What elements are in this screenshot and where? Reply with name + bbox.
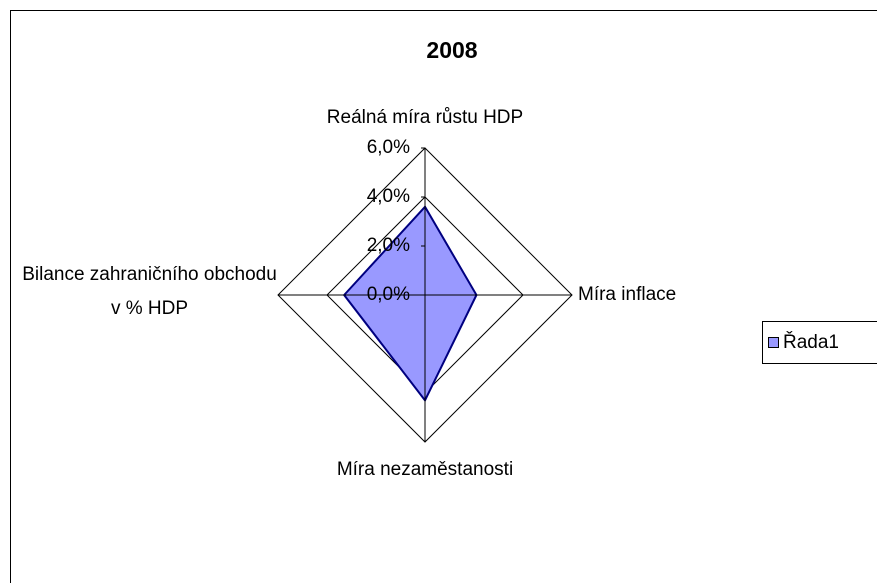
category-label: Míra inflace xyxy=(578,284,676,305)
legend-swatch xyxy=(768,337,779,348)
y-tick-label: 4,0% xyxy=(367,186,410,207)
y-tick-label: 6,0% xyxy=(367,137,410,158)
category-label: Míra nezaměstanosti xyxy=(337,459,513,480)
y-tick-label: 0,0% xyxy=(367,284,410,305)
category-label: Bilance zahraničního obchodu v % HDP xyxy=(22,264,277,319)
chart-title: 2008 xyxy=(426,37,477,63)
legend-label: Řada1 xyxy=(783,331,839,353)
y-tick-label: 2,0% xyxy=(367,235,410,256)
legend-box xyxy=(762,321,877,364)
category-label: Reálná míra růstu HDP xyxy=(327,107,523,128)
